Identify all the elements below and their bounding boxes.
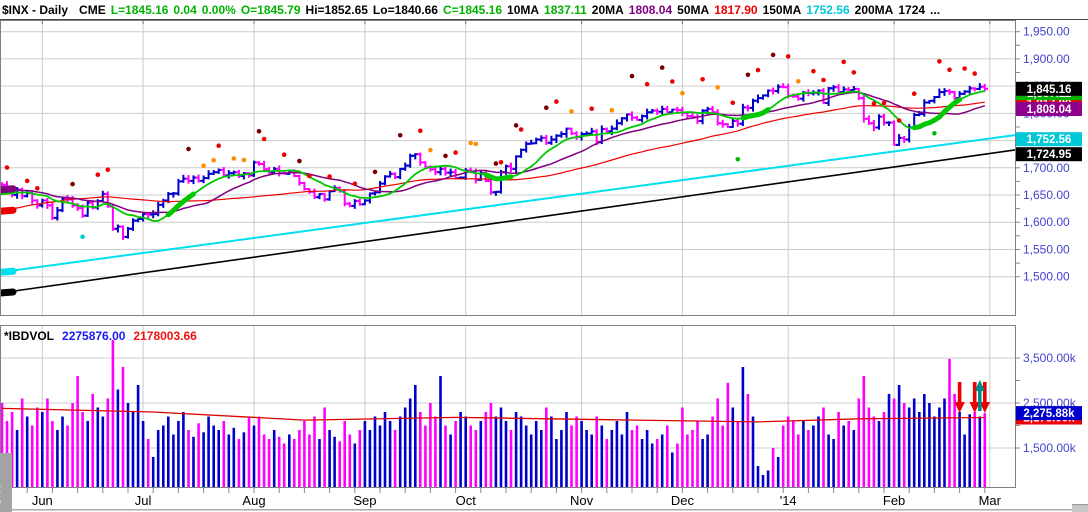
- price-axis-label: 1,600.00: [1023, 215, 1070, 229]
- svg-text:1,752.56: 1,752.56: [1027, 134, 1072, 146]
- header-token: 1724: [898, 2, 926, 17]
- header-token: Hi=1852.65: [305, 2, 368, 17]
- volume-label-token: *IBDVOL: [4, 329, 55, 343]
- down-arrow-icon: [969, 382, 980, 413]
- header-token: 1837.11: [544, 2, 587, 17]
- header-token: Lo=1840.66: [372, 2, 438, 17]
- svg-text:2,275.88k: 2,275.88k: [1023, 408, 1075, 420]
- header-token: 10MA: [507, 2, 540, 17]
- chart-header: $INX - Daily CME L=1845.16 0.04 0.00% O=1845.…: [0, 0, 1088, 20]
- x-axis-month-label: Sep: [353, 493, 376, 508]
- volume-label-token: 2275876.00: [62, 329, 126, 343]
- price-axis-label: 1,900.00: [1023, 52, 1070, 66]
- svg-text:1,845.16: 1,845.16: [1027, 84, 1072, 96]
- down-arrow-icon: [954, 382, 965, 413]
- price-axis-label: 1,700.00: [1023, 161, 1070, 175]
- signal-dots: [4, 52, 977, 240]
- price-axis[interactable]: 1,950.001,900.001,850.001,800.001,750.00…: [1016, 20, 1088, 316]
- x-axis-ticks: [1, 488, 986, 493]
- header-token: 0.00%: [201, 2, 236, 17]
- ma-start-markers: [0, 185, 17, 297]
- x-axis-month-label: Mar: [979, 493, 1002, 508]
- volume-ma-line: [1, 407, 985, 423]
- volume-pane[interactable]: [0, 325, 1016, 488]
- header-token: O=1845.79: [240, 2, 301, 17]
- volume-axis-label: 3,500.00k: [1023, 351, 1077, 365]
- ma20-line: [1, 91, 986, 214]
- header-token: 0.04: [173, 2, 197, 17]
- svg-text:1,724.95: 1,724.95: [1027, 149, 1072, 161]
- ma200-price-box: 1,724.95: [1016, 147, 1082, 162]
- volume-signal-arrows: [954, 380, 990, 413]
- x-axis-month-label: '14: [780, 493, 797, 508]
- svg-text:1,808.04: 1,808.04: [1027, 104, 1072, 116]
- up-arrow-icon: [974, 380, 985, 411]
- volume-indicator-label: *IBDVOL 2275876.00 2178003.66: [4, 329, 197, 343]
- header-token: C=1845.16: [442, 2, 503, 17]
- x-axis-month-label: Oct: [456, 493, 477, 508]
- ma20-price-box: 1,808.04: [1016, 102, 1082, 116]
- x-axis-month-label: Jun: [32, 493, 53, 508]
- header-token: L=1845.16: [110, 2, 169, 17]
- header-token: $INX - Daily: [2, 2, 69, 17]
- watermark: ingApps: [0, 453, 12, 512]
- x-axis[interactable]: Jun Jul Aug Sep Oct Nov Dec '14 Feb Mar: [0, 488, 1088, 512]
- x-axis-month-label: Aug: [242, 493, 265, 508]
- price-pane[interactable]: [0, 20, 1016, 316]
- price-axis-label: 1,500.00: [1023, 270, 1070, 284]
- down-arrow-icon: [979, 382, 990, 413]
- x-axis-month-label: Feb: [883, 493, 905, 508]
- x-axis-month-label: Dec: [671, 493, 695, 508]
- ma150-line: [0, 134, 1016, 274]
- header-token: 20MA: [591, 2, 624, 17]
- x-axis-month-label: Nov: [570, 493, 594, 508]
- price-axis-label: 1,650.00: [1023, 188, 1070, 202]
- last-volume-box: 2,275.88k: [1016, 406, 1082, 421]
- price-axis-label: 1,950.00: [1023, 25, 1070, 39]
- ma150-price-box: 1,752.56: [1016, 132, 1082, 147]
- volume-axis[interactable]: 3,500.00k2,500.00k1,500.00k2,178.00k2,27…: [1016, 325, 1088, 488]
- header-token: 200MA: [854, 2, 894, 17]
- watermark-text: ingApps: [0, 478, 1, 511]
- x-axis-month-label: Jul: [135, 493, 152, 508]
- ma10-kicker-segments: [165, 97, 963, 218]
- header-token: 1817.90: [714, 2, 758, 17]
- price-axis-label: 1,550.00: [1023, 243, 1070, 257]
- volume-axis-label: 1,500.00k: [1023, 441, 1077, 455]
- last-price-box: 1,845.16: [1016, 81, 1082, 96]
- header-token: 1752.56: [806, 2, 850, 17]
- header-token: 150MA: [762, 2, 802, 17]
- volume-label-token: 2178003.66: [133, 329, 197, 343]
- header-token: CME: [79, 2, 106, 17]
- resize-handle[interactable]: [1072, 504, 1088, 512]
- ma200-line: [0, 149, 1016, 294]
- header-token: ...: [930, 2, 941, 17]
- header-token: 1808.04: [628, 2, 673, 17]
- header-token: 50MA: [677, 2, 710, 17]
